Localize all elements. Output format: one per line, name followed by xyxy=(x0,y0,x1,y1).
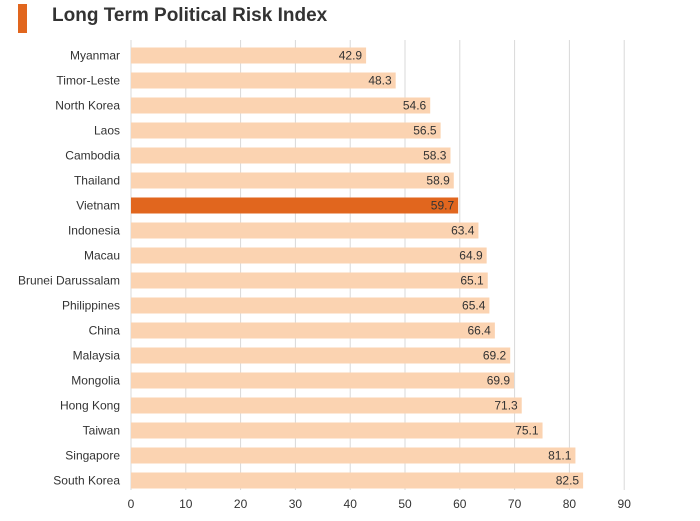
category-label: Mongolia xyxy=(71,374,120,388)
category-label: Timor-Leste xyxy=(56,74,120,88)
x-tick-label: 90 xyxy=(618,497,632,511)
x-tick-label: 60 xyxy=(453,497,467,511)
value-label: 48.3 xyxy=(368,74,392,88)
value-label: 64.9 xyxy=(459,249,483,263)
category-label: Vietnam xyxy=(76,199,120,213)
category-label: Macau xyxy=(84,249,120,263)
value-label: 82.5 xyxy=(556,474,580,488)
x-tick-label: 0 xyxy=(128,497,135,511)
bar xyxy=(131,172,454,189)
category-label: Myanmar xyxy=(70,49,120,63)
bar xyxy=(131,447,576,464)
value-label: 75.1 xyxy=(515,424,539,438)
value-label: 66.4 xyxy=(468,324,492,338)
value-label: 59.7 xyxy=(431,199,455,213)
x-tick-label: 70 xyxy=(508,497,522,511)
value-label: 69.2 xyxy=(483,349,507,363)
bar xyxy=(131,322,495,339)
category-label: Malaysia xyxy=(73,349,121,363)
value-label: 65.1 xyxy=(460,274,484,288)
value-label: 56.5 xyxy=(413,124,437,138)
category-label: Philippines xyxy=(62,299,120,313)
value-label: 81.1 xyxy=(548,449,572,463)
category-label: China xyxy=(89,324,121,338)
category-label: North Korea xyxy=(55,99,120,113)
bar xyxy=(131,247,487,264)
category-label: Laos xyxy=(94,124,120,138)
x-tick-label: 30 xyxy=(289,497,303,511)
x-tick-label: 20 xyxy=(234,497,248,511)
category-label: Thailand xyxy=(74,174,120,188)
bar xyxy=(131,222,479,239)
value-label: 71.3 xyxy=(494,399,518,413)
bar xyxy=(131,422,543,439)
value-label: 69.9 xyxy=(487,374,511,388)
chart-title: Long Term Political Risk Index xyxy=(52,5,328,26)
bar xyxy=(131,47,367,64)
category-label: Taiwan xyxy=(83,424,120,438)
category-label: South Korea xyxy=(53,474,120,488)
bar xyxy=(131,372,515,389)
bar xyxy=(131,147,451,164)
category-label: Indonesia xyxy=(68,224,120,238)
x-tick-label: 80 xyxy=(563,497,577,511)
x-tick-label: 10 xyxy=(179,497,193,511)
bar xyxy=(131,472,584,489)
bar xyxy=(131,122,441,139)
category-label: Singapore xyxy=(65,449,120,463)
category-label: Brunei Darussalam xyxy=(18,274,120,288)
value-label: 63.4 xyxy=(451,224,475,238)
x-tick-label: 50 xyxy=(398,497,412,511)
bar xyxy=(131,197,459,214)
value-label: 58.3 xyxy=(423,149,447,163)
value-label: 42.9 xyxy=(339,49,363,63)
bar xyxy=(131,397,522,414)
bar xyxy=(131,97,431,114)
bar xyxy=(131,72,396,89)
bar xyxy=(131,297,490,314)
title-accent-bar xyxy=(18,4,27,33)
value-label: 65.4 xyxy=(462,299,486,313)
value-label: 58.9 xyxy=(426,174,450,188)
value-label: 54.6 xyxy=(403,99,427,113)
bar xyxy=(131,272,488,289)
bar xyxy=(131,347,511,364)
x-tick-label: 40 xyxy=(344,497,358,511)
category-label: Cambodia xyxy=(65,149,120,163)
category-label: Hong Kong xyxy=(60,399,120,413)
